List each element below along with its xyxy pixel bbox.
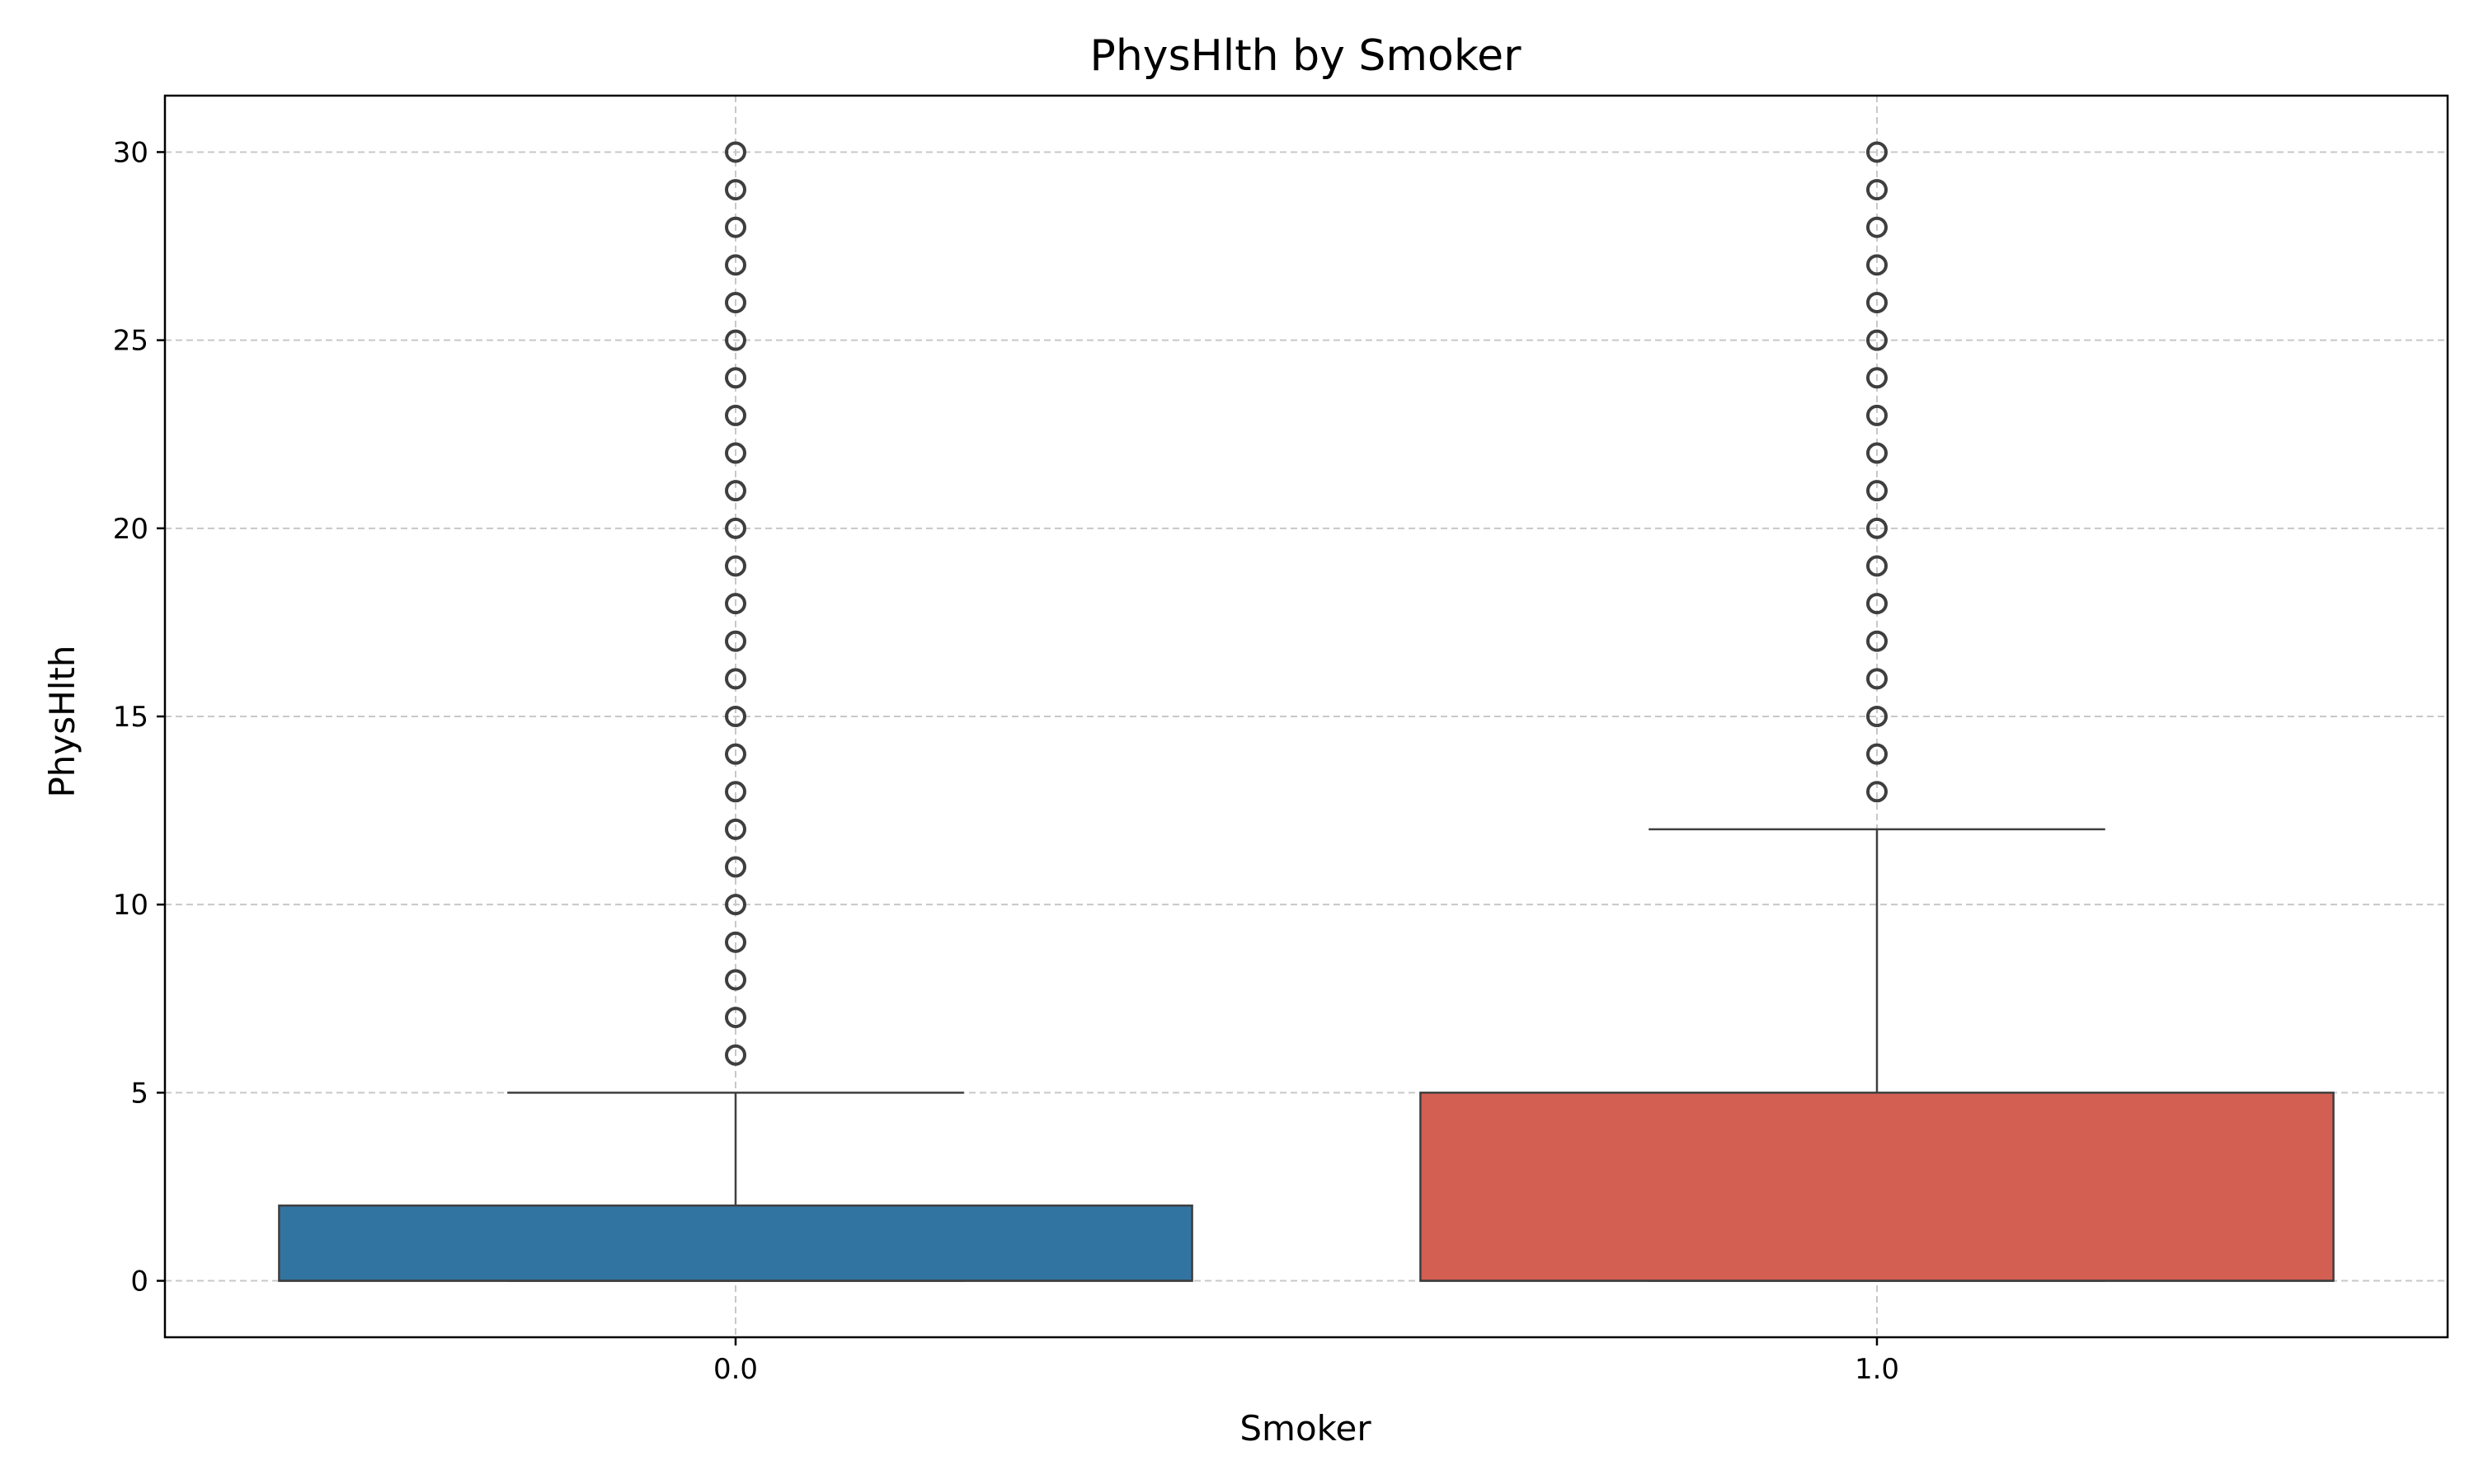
outlier-point [1866,179,1888,201]
outlier-point [725,781,746,803]
outlier-point [1866,706,1888,727]
y-tick-label: 5 [130,1077,148,1110]
outlier-point [725,555,746,577]
outlier-point [1866,743,1888,765]
x-tick-label: 0.0 [713,1353,758,1386]
y-axis-title: PhysHlth [42,645,82,797]
box-group-1.0 [1419,141,2335,1282]
outlier-point [1866,216,1888,238]
outlier-point [725,706,746,727]
outlier-point [725,743,746,765]
axis-ticks: 0 5 10 15 20 25 30 0.0 1.0 [113,136,1899,1386]
outlier-point [725,404,746,426]
box-body [1419,1092,2335,1282]
outlier-point [1866,292,1888,313]
outlier-point [725,894,746,916]
box-plots [278,141,2335,1282]
x-axis-title: Smoker [1239,1408,1371,1449]
outlier-point [1866,254,1888,276]
outlier-point [725,1044,746,1066]
outlier-point [1866,404,1888,426]
y-tick-label: 25 [113,325,148,358]
outlier-point [1866,555,1888,577]
outlier-point [725,1007,746,1029]
y-tick-label: 0 [130,1266,148,1298]
box-group-0.0 [278,141,1193,1282]
outlier-point [725,292,746,313]
outlier-point [725,668,746,690]
outlier-point [725,179,746,201]
outlier-point [1866,668,1888,690]
outlier-point [725,254,746,276]
outlier-point [1866,141,1888,163]
outlier-point [725,141,746,163]
x-tick-label: 1.0 [1855,1353,1899,1386]
outlier-point [1866,781,1888,803]
y-tick-label: 30 [113,136,148,169]
outlier-point [725,517,746,539]
outlier-point [1866,517,1888,539]
outlier-point [725,931,746,953]
outlier-point [725,329,746,351]
y-tick-label: 15 [113,701,148,734]
outlier-point [725,856,746,878]
outlier-point [725,593,746,615]
outlier-point [1866,480,1888,502]
outlier-point [725,442,746,464]
outlier-point [725,969,746,991]
outlier-point [725,480,746,502]
outlier-point [725,367,746,389]
outlier-point [1866,630,1888,652]
outlier-point [725,818,746,840]
outlier-point [1866,329,1888,351]
y-tick-label: 20 [113,513,148,546]
chart-title: PhysHlth by Smoker [1089,31,1522,81]
outlier-point [725,630,746,652]
outlier-point [1866,593,1888,615]
outlier-point [1866,442,1888,464]
y-tick-label: 10 [113,889,148,922]
box-body [278,1205,1193,1282]
outlier-point [725,216,746,238]
outlier-point [1866,367,1888,389]
